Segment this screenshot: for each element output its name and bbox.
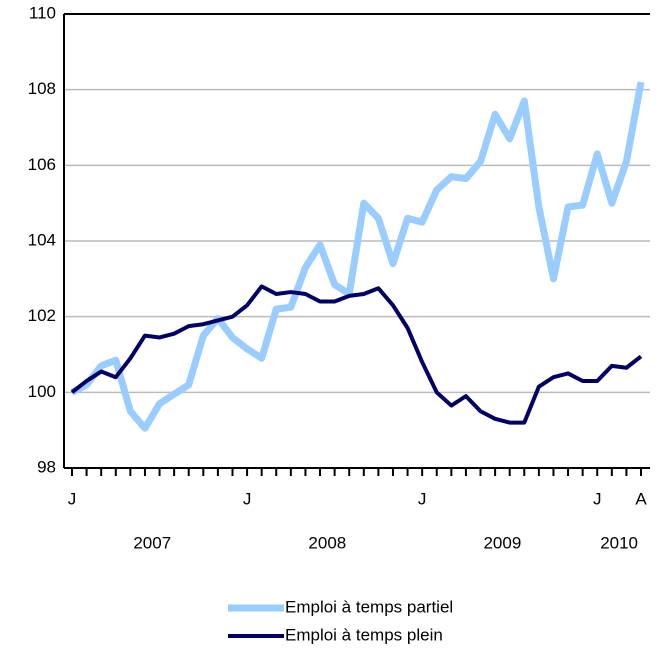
y-tick-label: 104 (28, 230, 56, 249)
x-tick-label: J (68, 489, 77, 508)
year-label: 2008 (308, 533, 346, 552)
x-tick-label: J (243, 489, 252, 508)
year-label: 2010 (600, 533, 638, 552)
x-tick-label: A (635, 489, 647, 508)
x-tick-label: J (593, 489, 602, 508)
series-line (70, 284, 643, 425)
year-label: 2009 (483, 533, 521, 552)
y-tick-label: 106 (28, 155, 56, 174)
y-tick-label: 110 (29, 3, 56, 22)
y-tick-label: 108 (28, 79, 56, 98)
y-tick-label: 98 (37, 457, 56, 476)
y-tick-label: 100 (28, 382, 56, 401)
year-label: 2007 (133, 533, 171, 552)
y-tick-label: 102 (28, 306, 56, 325)
series-line (70, 81, 645, 432)
legend-label: Emploi à temps partiel (285, 597, 453, 616)
legend-label: Emploi à temps plein (285, 625, 443, 644)
x-tick-label: J (418, 489, 427, 508)
